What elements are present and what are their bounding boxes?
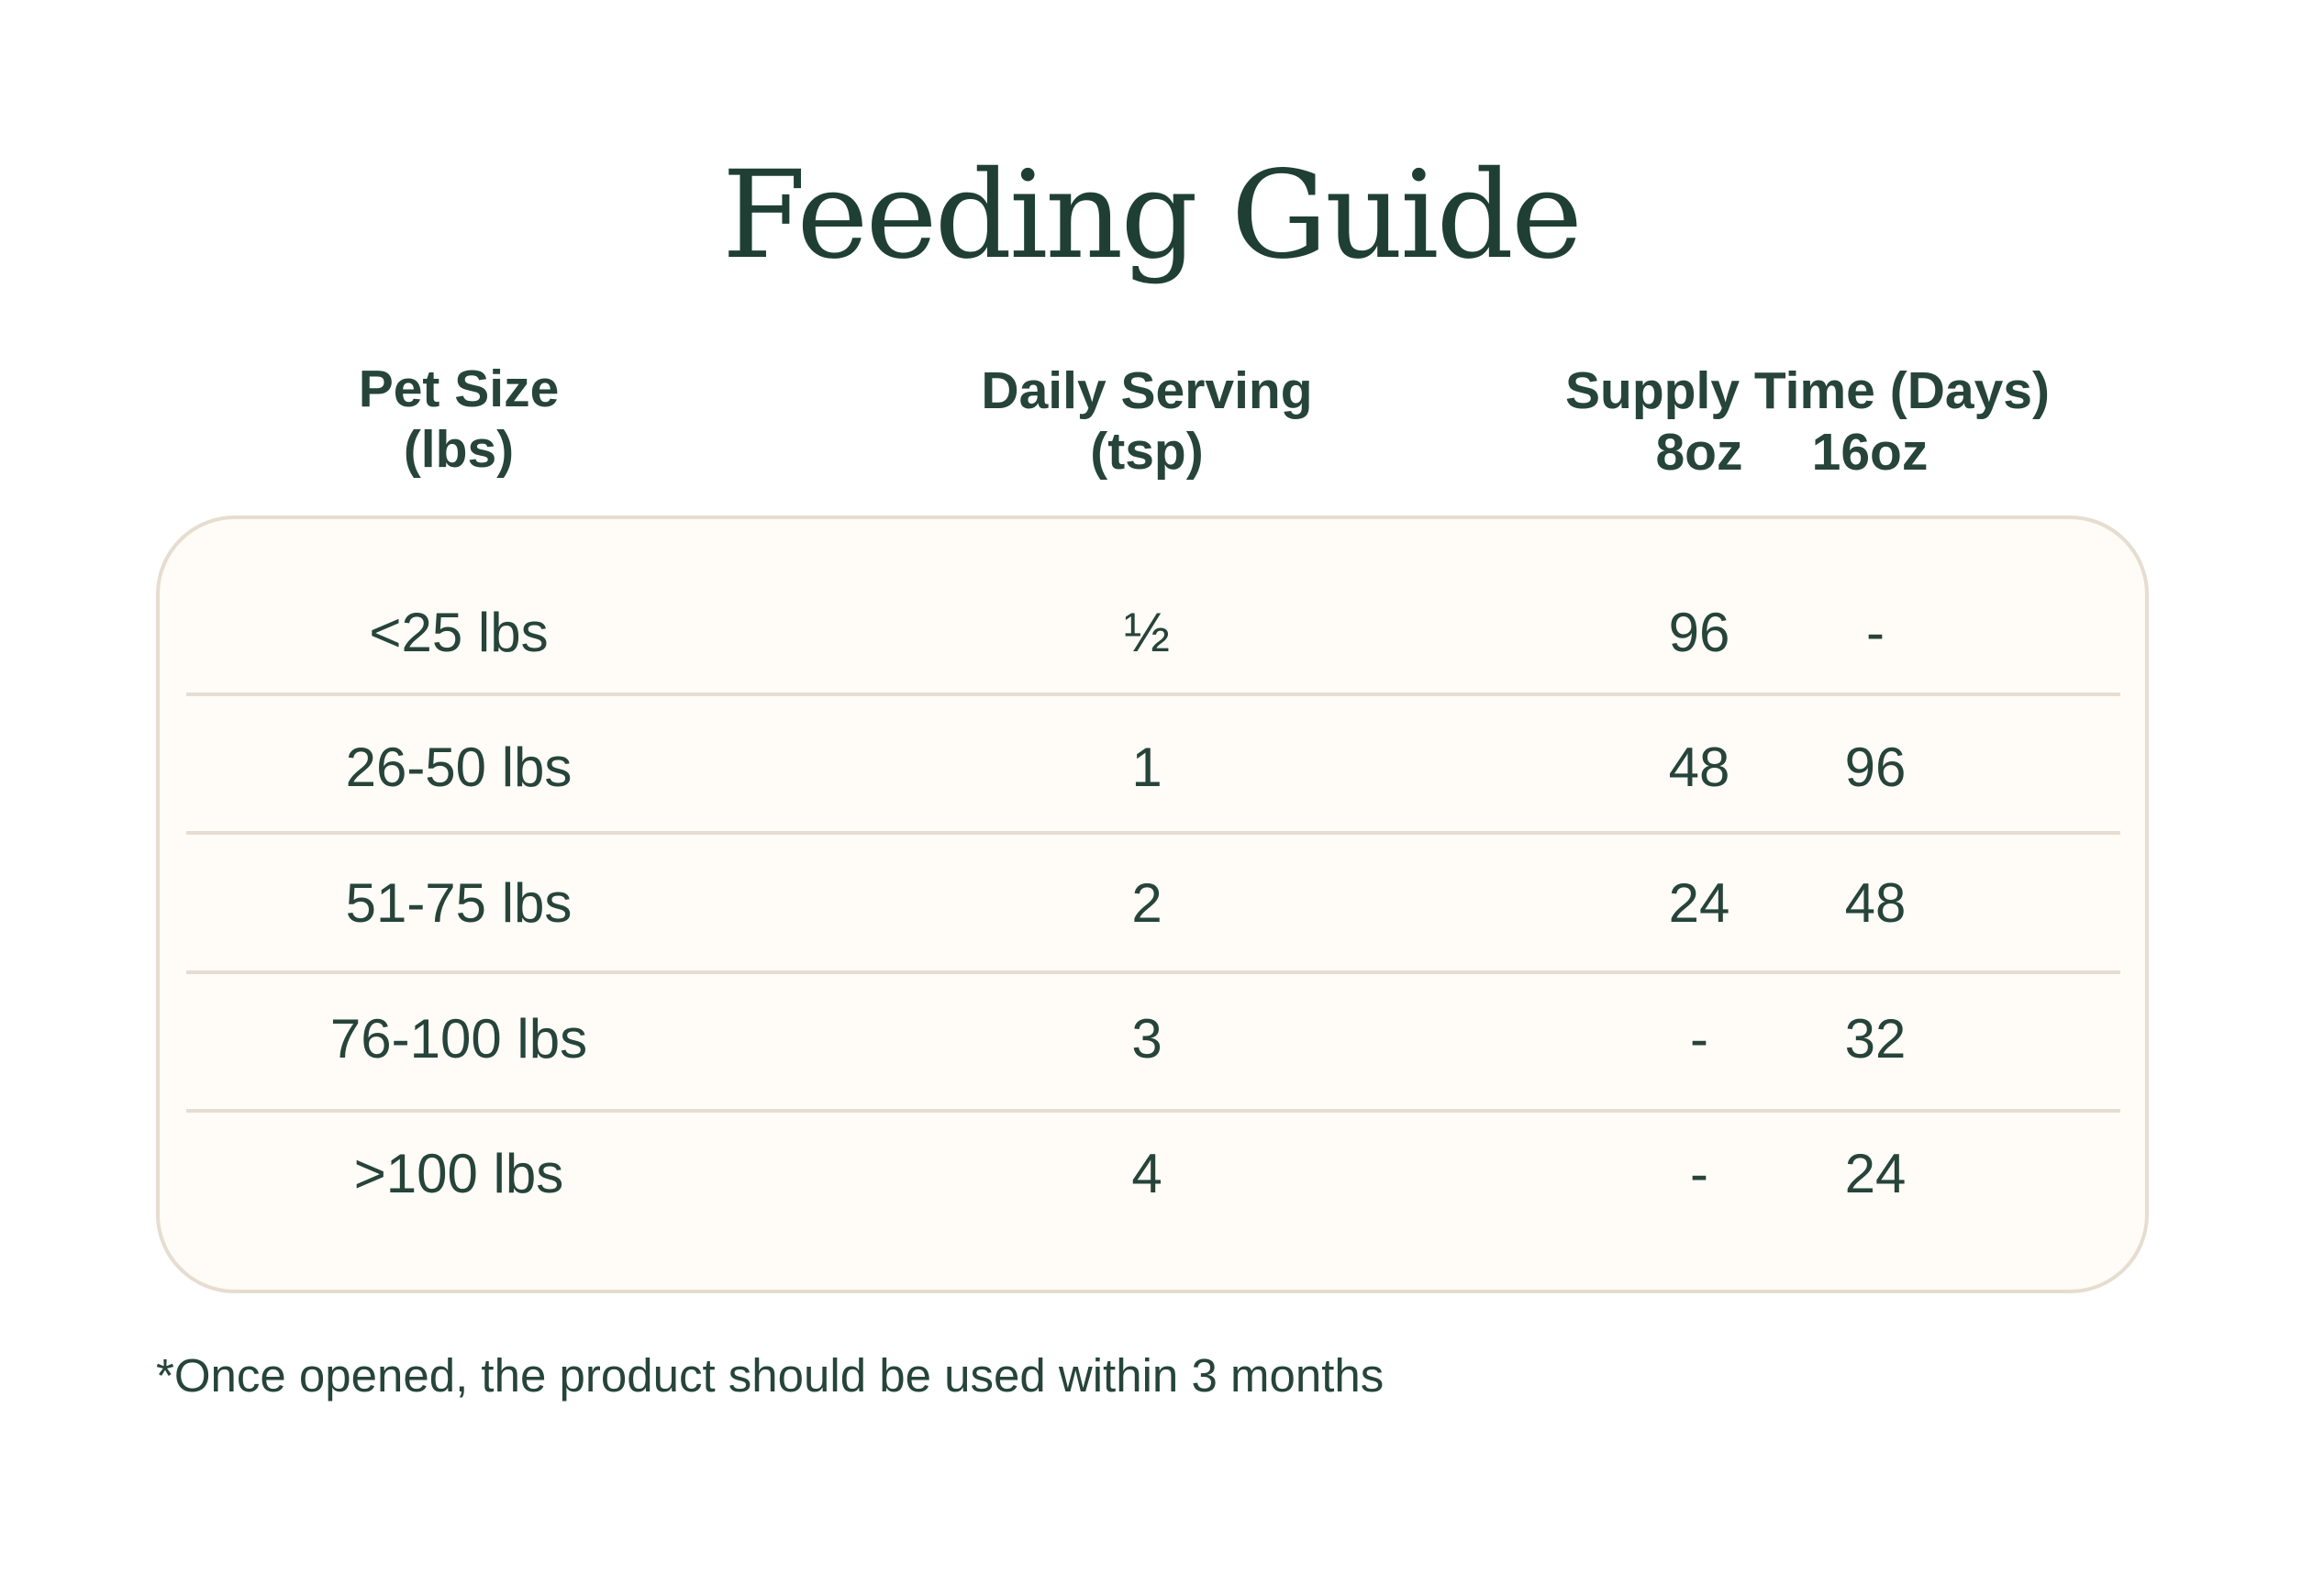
page-title: Feeding Guide xyxy=(721,145,1583,286)
row-divider xyxy=(186,693,2120,696)
column-header-daily-serving-line2: (tsp) xyxy=(1090,422,1204,481)
daily-serving-cell: 3 xyxy=(1131,1008,1162,1070)
daily-serving-cell: 4 xyxy=(1131,1143,1162,1204)
row-divider xyxy=(186,970,2120,974)
column-header-pet-size-line1: Pet Size xyxy=(358,360,560,418)
pet-size-cell: 76-100 lbs xyxy=(329,1008,588,1070)
supply-8oz-cell: - xyxy=(1690,1008,1708,1070)
daily-serving-cell: 1 xyxy=(1131,737,1162,798)
table-row: >100 lbs 4 - 24 xyxy=(0,1128,2302,1220)
daily-serving-cell: 2 xyxy=(1131,872,1162,934)
column-header-daily-serving: Daily Serving (tsp) xyxy=(917,360,1376,482)
pet-size-cell: 51-75 lbs xyxy=(345,872,573,934)
supply-16oz-cell: 24 xyxy=(1844,1143,1907,1204)
supply-8oz-cell: 96 xyxy=(1668,602,1730,663)
feeding-table-card xyxy=(156,515,2149,1293)
column-header-pet-size: Pet Size (lbs) xyxy=(275,359,642,480)
table-row: <25 lbs ½ 96 - xyxy=(0,587,2302,679)
supply-16oz-cell: - xyxy=(1866,602,1885,663)
supply-8oz-cell: 48 xyxy=(1668,737,1730,798)
column-header-supply-time-label: Supply Time (Days) xyxy=(1565,361,2050,420)
supply-8oz-cell: 24 xyxy=(1668,872,1730,934)
pet-size-cell: 26-50 lbs xyxy=(345,737,573,798)
table-row: 51-75 lbs 2 24 48 xyxy=(0,858,2302,949)
supply-8oz-cell: - xyxy=(1690,1143,1708,1204)
supply-16oz-cell: 48 xyxy=(1844,872,1907,934)
daily-serving-cell: ½ xyxy=(1123,602,1171,663)
column-header-supply-time: Supply Time (Days) xyxy=(1486,360,2129,421)
pet-size-cell: <25 lbs xyxy=(369,602,549,663)
supply-16oz-cell: 96 xyxy=(1844,737,1907,798)
row-divider xyxy=(186,831,2120,835)
table-row: 76-100 lbs 3 - 32 xyxy=(0,993,2302,1085)
pet-size-cell: >100 lbs xyxy=(353,1143,564,1204)
column-header-pet-size-line2: (lbs) xyxy=(403,420,515,479)
footnote: *Once opened, the product should be used… xyxy=(156,1349,1385,1402)
column-header-8oz: 8oz xyxy=(1655,423,1743,482)
column-header-16oz: 16oz xyxy=(1811,423,1929,482)
column-header-daily-serving-line1: Daily Serving xyxy=(981,361,1313,420)
row-divider xyxy=(186,1109,2120,1113)
supply-16oz-cell: 32 xyxy=(1844,1008,1907,1070)
table-row: 26-50 lbs 1 48 96 xyxy=(0,722,2302,814)
